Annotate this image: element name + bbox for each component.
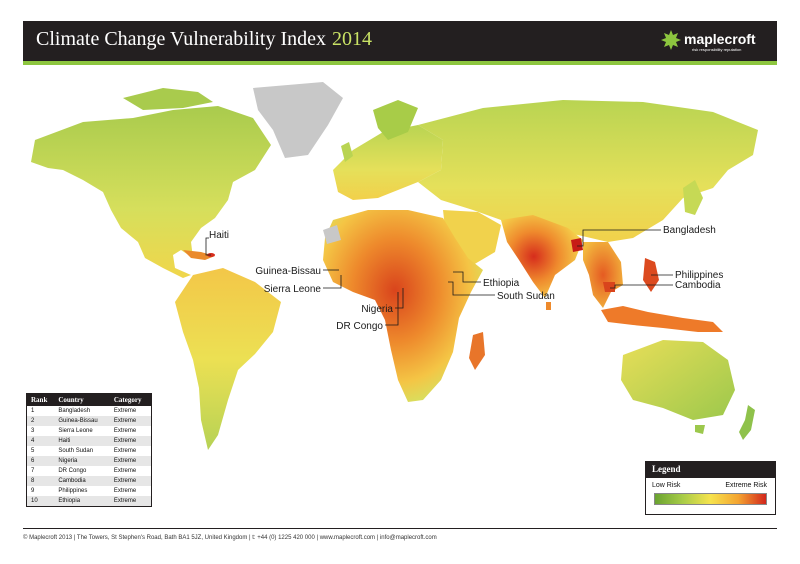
category-cell: Extreme: [109, 496, 151, 506]
sri-lanka-shape: [546, 302, 551, 310]
map-label-nigeria: Nigeria: [361, 304, 393, 315]
table-row: 10 Ethiopia Extreme: [27, 496, 151, 506]
country-cell: South Sudan: [58, 448, 94, 454]
header-category: Category: [109, 394, 151, 406]
tasmania-shape: [695, 425, 705, 434]
rank-table-header-row: Rank Country Category: [27, 394, 151, 406]
country-cell: Philippines: [58, 488, 88, 494]
europe-shape: [333, 125, 443, 200]
map-label-bangladesh: Bangladesh: [663, 225, 716, 236]
australia-shape: [621, 340, 735, 420]
country-cell: DR Congo: [58, 468, 87, 474]
logo-text: maplecroft: [684, 31, 756, 47]
north-america-shape: [31, 106, 271, 278]
country-cell: Haiti: [54, 436, 110, 446]
maplecroft-logo: maplecroft risk responsibility reputatio…: [660, 29, 765, 55]
risk-legend: Legend Low Risk Extreme Risk: [645, 461, 776, 515]
rank-cell: 1: [31, 408, 35, 414]
table-row: 7 DR Congo Extreme: [27, 466, 151, 476]
uk-shape: [341, 142, 353, 162]
rank-cell: 2: [27, 416, 55, 426]
footer-divider: [23, 528, 777, 529]
rank-cell: 8: [27, 476, 55, 486]
map-label-cambodia: Cambodia: [675, 280, 721, 291]
table-row: 4 Haiti Extreme: [27, 436, 151, 446]
country-cell: Cambodia: [54, 476, 110, 486]
map-label-dr-congo: DR Congo: [336, 321, 383, 332]
logo-tagline: risk responsibility reputation: [692, 47, 742, 52]
rank-cell: 4: [27, 436, 55, 446]
title-text: Climate Change Vulnerability Index: [36, 28, 327, 50]
vulnerability-rank-table: Rank Country Category 1 Bangladesh Extreme…: [26, 393, 152, 507]
south-asia-shape: [501, 215, 583, 298]
maple-leaf-icon: [661, 30, 681, 50]
category-cell: Extreme: [113, 428, 137, 434]
table-row: 6 Nigeria Extreme: [27, 456, 151, 466]
footer-text: © Maplecroft 2013 | The Towers, St Steph…: [23, 535, 437, 541]
map-label-south-sudan: South Sudan: [497, 291, 555, 302]
rank-cell: 9: [31, 488, 35, 494]
table-row: 2 Guinea-Bissau Extreme: [27, 416, 151, 426]
bangladesh-shape: [571, 238, 583, 252]
legend-title: Legend: [646, 462, 775, 478]
country-cell: Sierra Leone: [58, 428, 93, 434]
rank-cell: 6: [27, 456, 55, 466]
category-cell: Extreme: [109, 476, 151, 486]
map-label-philippines: Philippines: [675, 270, 723, 281]
legend-high-label: Extreme Risk: [725, 482, 767, 489]
header-rank: Rank: [27, 394, 55, 406]
madagascar-shape: [469, 332, 485, 370]
map-label-ethiopia: Ethiopia: [483, 278, 520, 289]
header-bar: Climate Change Vulnerability Index 2014 m…: [23, 21, 777, 65]
category-cell: Extreme: [113, 468, 137, 474]
southeast-asia-shape: [583, 242, 623, 308]
south-america-shape: [175, 268, 281, 450]
country-cell: Nigeria: [54, 456, 110, 466]
category-cell: Extreme: [109, 416, 151, 426]
header-country: Country: [54, 394, 110, 406]
legend-low-label: Low Risk: [652, 482, 681, 489]
rank-cell: 5: [31, 448, 35, 454]
world-map: Haiti Guinea-Bissau Sierra Leone Nigeria…: [23, 70, 777, 520]
rank-cell: 7: [31, 468, 35, 474]
category-cell: Extreme: [109, 436, 151, 446]
asia-shape: [418, 100, 758, 245]
japan-shape: [683, 180, 703, 215]
west-sahara-no-data: [323, 225, 341, 244]
cambodia-shape: [603, 282, 615, 292]
arabia-shape: [443, 210, 501, 265]
table-row: 1 Bangladesh Extreme: [27, 406, 151, 416]
country-cell: Bangladesh: [58, 408, 91, 414]
greenland-shape: [253, 82, 343, 158]
map-label-sierra-leone: Sierra Leone: [264, 284, 322, 295]
legend-gradient-bar: [654, 493, 767, 505]
rank-cell: 3: [31, 428, 35, 434]
title-year: 2014: [332, 28, 373, 50]
map-label-guinea-bissau: Guinea-Bissau: [255, 266, 321, 277]
country-cell: Ethiopia: [54, 496, 110, 506]
rank-cell: 10: [27, 496, 55, 506]
caribbean-islands: [183, 250, 215, 260]
table-row: 9 Philippines Extreme: [27, 486, 151, 496]
category-cell: Extreme: [113, 488, 137, 494]
label-leader-lines: [205, 229, 673, 326]
table-row: 3 Sierra Leone Extreme: [27, 426, 151, 436]
map-label-haiti: Haiti: [209, 230, 229, 241]
scandinavia-shape: [373, 100, 418, 140]
category-cell: Extreme: [109, 456, 151, 466]
table-row: 8 Cambodia Extreme: [27, 476, 151, 486]
category-cell: Extreme: [113, 408, 137, 414]
canada-arctic-islands: [123, 88, 213, 110]
country-cell: Guinea-Bissau: [54, 416, 110, 426]
map-title: Climate Change Vulnerability Index 2014: [36, 28, 372, 51]
category-cell: Extreme: [113, 448, 137, 454]
table-row: 5 South Sudan Extreme: [27, 446, 151, 456]
new-zealand-shape: [739, 405, 755, 440]
indonesia-shape: [601, 306, 723, 332]
world-map-svg: Haiti Guinea-Bissau Sierra Leone Nigeria…: [31, 82, 758, 450]
